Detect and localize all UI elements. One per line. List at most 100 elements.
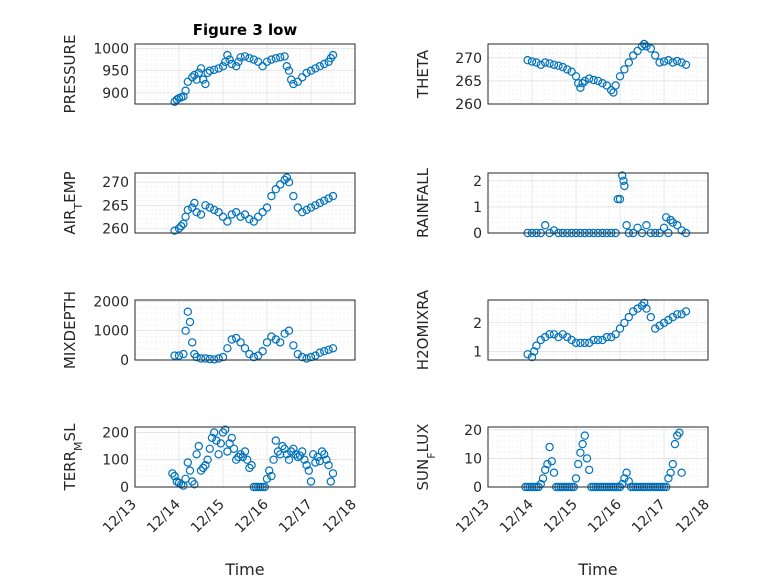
data-point bbox=[183, 458, 192, 467]
data-point bbox=[571, 474, 581, 483]
axes-frame bbox=[487, 43, 709, 105]
subplot-3: 260 265 270 AIRTEMP bbox=[61, 171, 356, 237]
data-point bbox=[231, 333, 241, 343]
data-point bbox=[646, 44, 656, 53]
data-point bbox=[673, 220, 682, 230]
data-point bbox=[262, 203, 272, 212]
data-point bbox=[284, 177, 294, 187]
data-point bbox=[302, 205, 311, 215]
data-point bbox=[194, 441, 203, 451]
data-point bbox=[216, 439, 225, 448]
data-point bbox=[201, 79, 210, 89]
data-point bbox=[532, 58, 541, 67]
data-point bbox=[218, 352, 228, 362]
x-tick-label: 12/16 bbox=[232, 496, 272, 536]
data-point bbox=[633, 46, 642, 56]
y-tick-label: 1000 bbox=[93, 324, 129, 340]
data-point bbox=[328, 344, 338, 353]
plot-area bbox=[487, 299, 709, 361]
axes-frame bbox=[134, 426, 356, 488]
data-point bbox=[236, 212, 245, 221]
data-point bbox=[615, 324, 625, 333]
data-point bbox=[254, 212, 263, 221]
data-point bbox=[229, 444, 239, 453]
data-point bbox=[576, 83, 585, 93]
data-point bbox=[320, 196, 329, 205]
data-point bbox=[231, 207, 241, 217]
data-point bbox=[205, 354, 214, 364]
data-point bbox=[662, 213, 671, 222]
y-tick-label: 0 bbox=[473, 480, 482, 496]
data-point bbox=[640, 298, 649, 308]
y-axis-label: SUNFLUX bbox=[414, 424, 438, 491]
data-point bbox=[530, 347, 539, 356]
data-point bbox=[289, 444, 298, 453]
data-point bbox=[681, 60, 691, 70]
y-tick-label: 20 bbox=[464, 423, 482, 439]
data-point bbox=[300, 455, 309, 464]
data-point bbox=[223, 344, 232, 353]
axes-frame bbox=[134, 172, 356, 234]
data-point bbox=[170, 471, 179, 481]
x-tick-label: 12/17 bbox=[629, 497, 669, 537]
data-point bbox=[624, 312, 634, 322]
data-point bbox=[545, 59, 554, 68]
data-point bbox=[227, 210, 236, 219]
y-tick-label: 200 bbox=[102, 425, 129, 441]
data-point bbox=[201, 201, 210, 210]
data-point bbox=[324, 345, 333, 354]
data-point bbox=[187, 338, 197, 347]
data-point bbox=[328, 469, 338, 478]
data-point bbox=[637, 42, 647, 51]
data-point bbox=[593, 335, 603, 345]
data-point bbox=[207, 433, 217, 443]
data-point bbox=[302, 461, 311, 470]
data-point bbox=[254, 57, 263, 67]
data-point bbox=[620, 181, 629, 191]
data-point bbox=[666, 468, 675, 477]
data-point bbox=[315, 198, 324, 208]
data-point bbox=[179, 92, 188, 101]
data-point bbox=[547, 457, 557, 466]
data-point bbox=[306, 203, 316, 212]
y-tick-label: 2 bbox=[473, 316, 482, 332]
data-point bbox=[578, 439, 587, 449]
y-tick-label: 270 bbox=[102, 175, 129, 191]
data-point bbox=[541, 465, 550, 475]
data-point bbox=[236, 450, 245, 459]
data-point bbox=[666, 215, 675, 225]
x-tick-label: 12/15 bbox=[541, 497, 581, 537]
data-point bbox=[223, 217, 232, 226]
data-point bbox=[258, 207, 267, 217]
data-point bbox=[249, 55, 258, 64]
data-point bbox=[580, 338, 590, 348]
data-point bbox=[190, 70, 199, 80]
x-tick-label: 12/13 bbox=[100, 497, 140, 537]
data-point bbox=[536, 479, 546, 489]
data-point bbox=[209, 205, 219, 215]
data-point bbox=[280, 52, 289, 61]
data-point bbox=[622, 468, 631, 477]
data-point bbox=[602, 81, 612, 90]
x-tick-label: 12/16 bbox=[585, 496, 625, 536]
data-point bbox=[267, 332, 276, 341]
data-point bbox=[549, 468, 559, 477]
y-tick-label: 1 bbox=[473, 344, 482, 360]
y-tick-label: 260 bbox=[102, 221, 129, 237]
data-point bbox=[633, 304, 642, 313]
data-point bbox=[567, 335, 576, 345]
data-point bbox=[187, 203, 197, 212]
data-point bbox=[287, 447, 296, 456]
data-point bbox=[293, 203, 302, 212]
data-point bbox=[306, 352, 316, 362]
data-point bbox=[201, 461, 210, 470]
data-point bbox=[673, 310, 682, 319]
data-point bbox=[620, 318, 629, 328]
data-point bbox=[170, 226, 179, 235]
data-point bbox=[218, 61, 228, 71]
data-point bbox=[196, 466, 206, 475]
data-point bbox=[324, 461, 333, 470]
data-point bbox=[209, 355, 219, 364]
data-point bbox=[668, 459, 678, 469]
data-point bbox=[214, 207, 223, 217]
